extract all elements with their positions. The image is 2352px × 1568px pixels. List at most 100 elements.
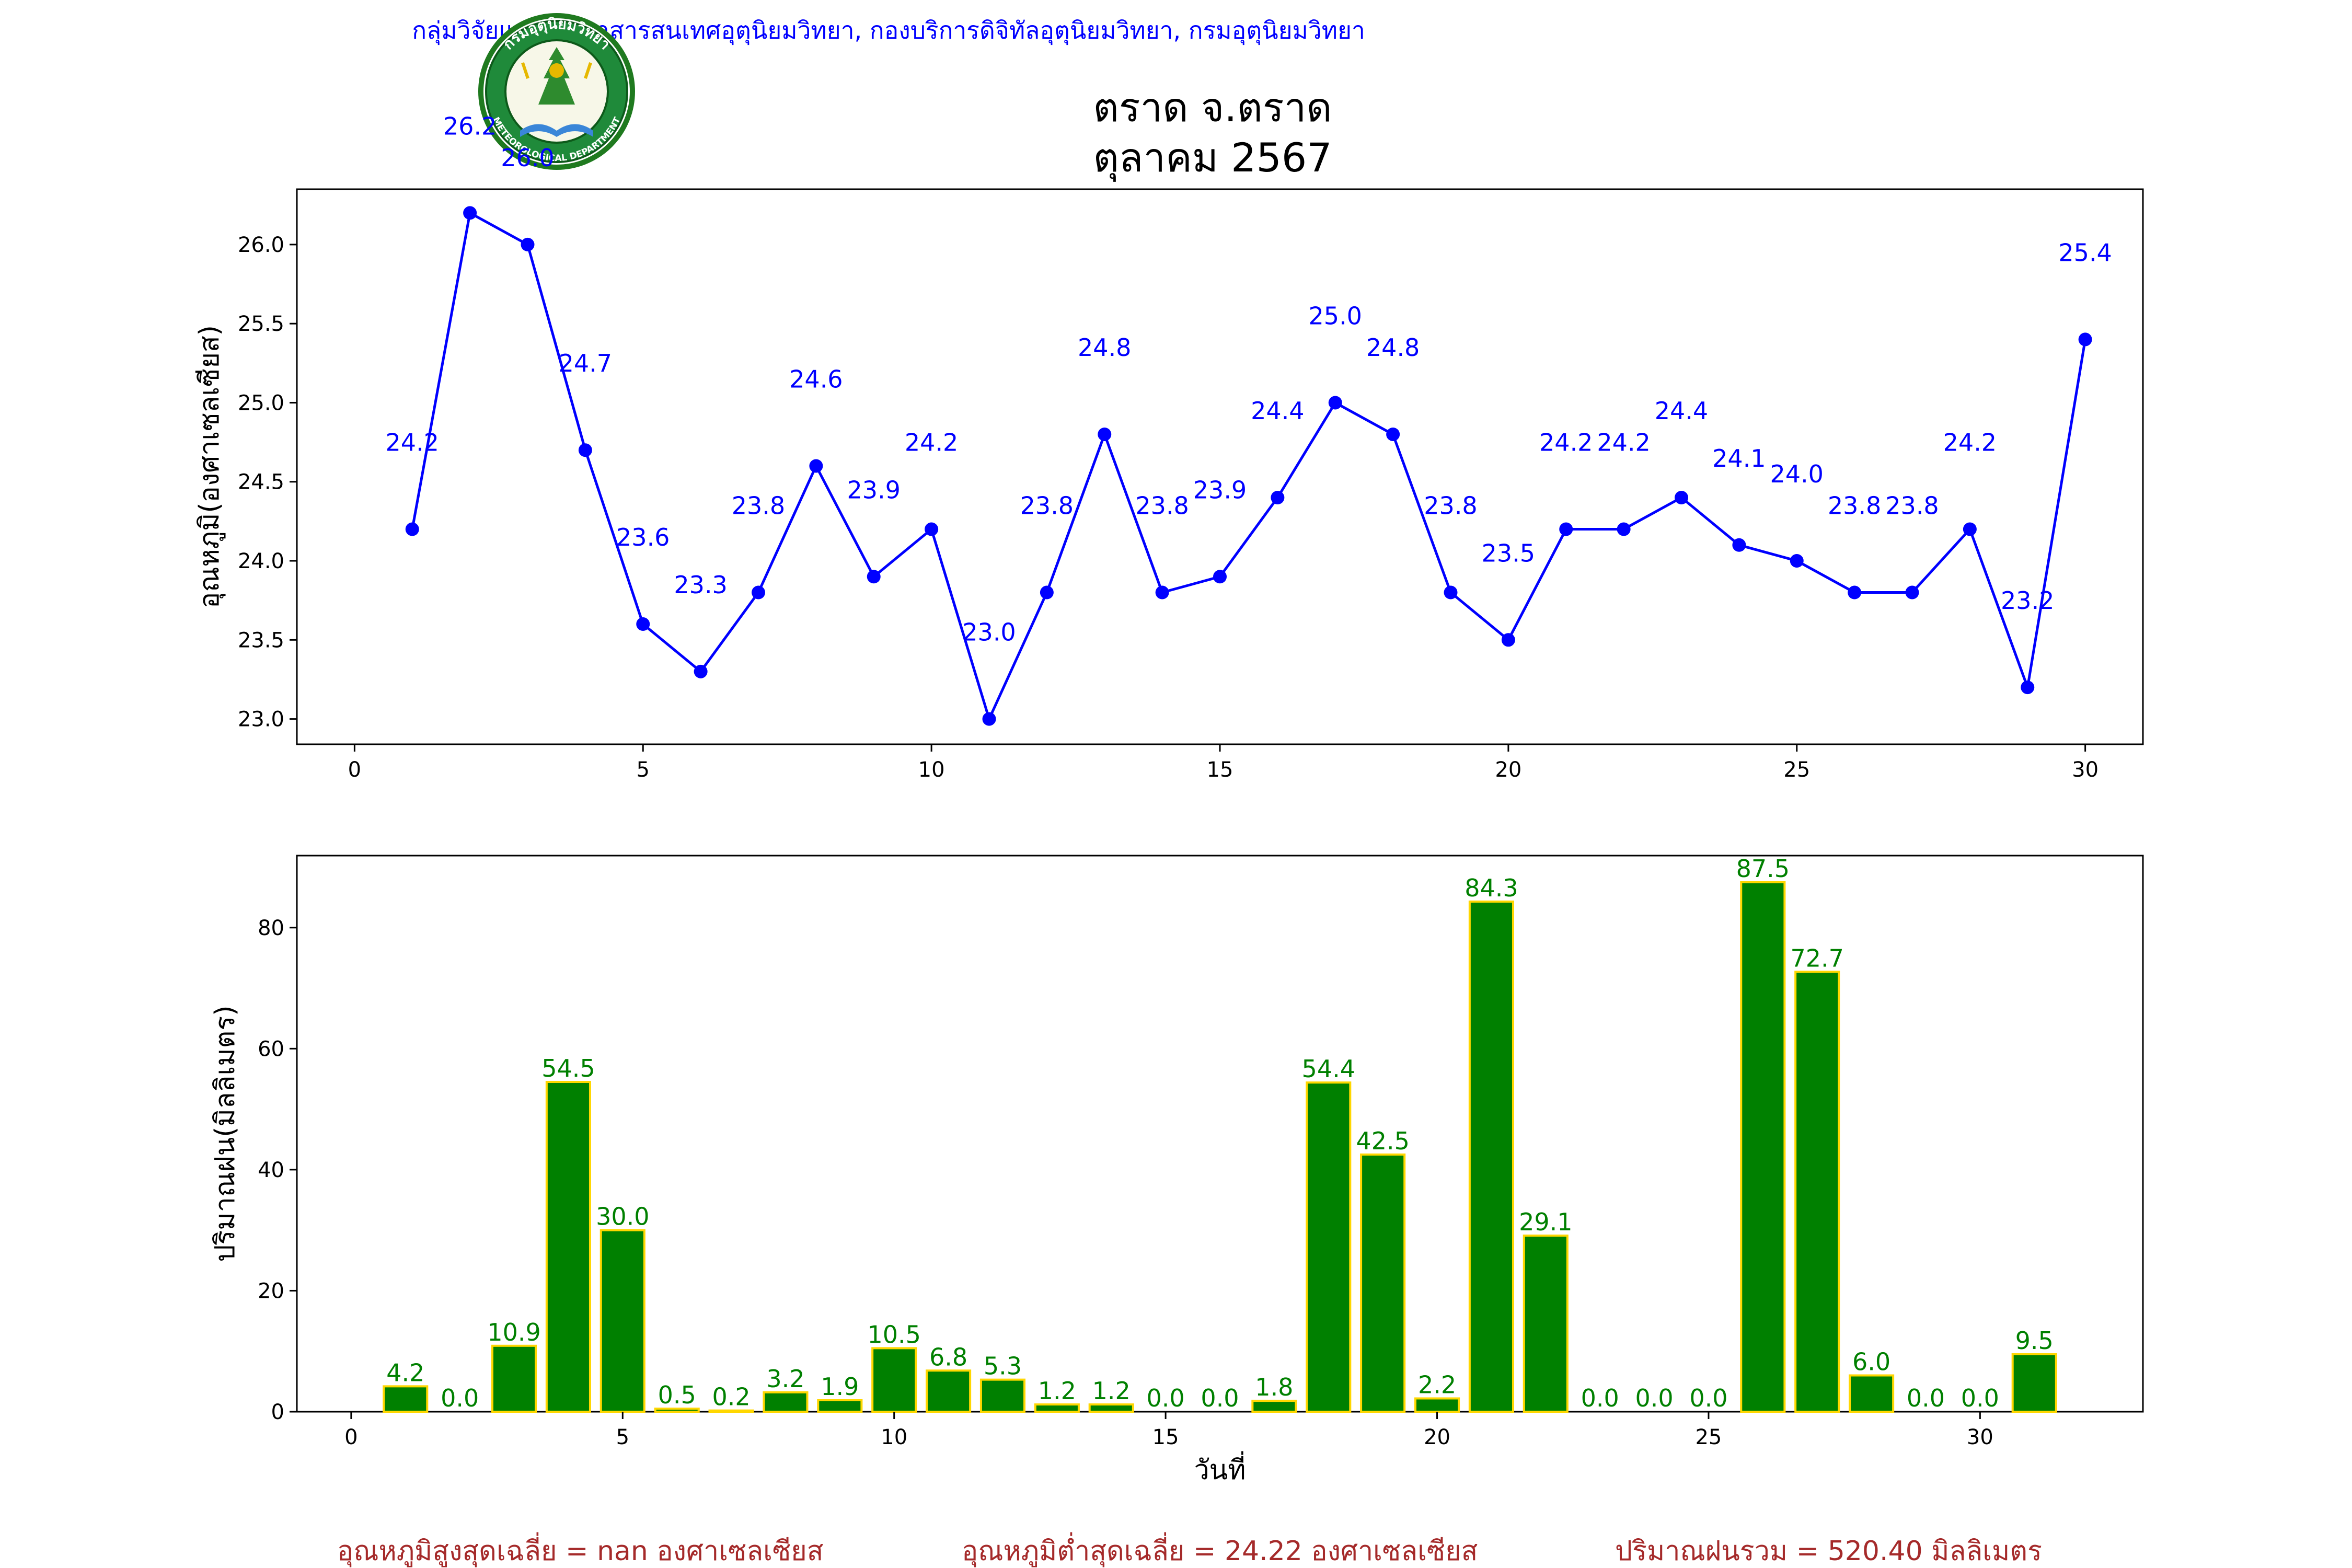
rainfall-data-label: 5.3 xyxy=(984,1352,1022,1380)
temperature-point xyxy=(1098,427,1112,441)
rainfall-y-tick-label: 20 xyxy=(258,1279,284,1303)
temperature-point xyxy=(1386,427,1400,441)
temperature-data-label: 23.9 xyxy=(847,476,901,504)
rainfall-data-label: 0.0 xyxy=(1147,1384,1185,1412)
rainfall-y-tick-label: 0 xyxy=(271,1400,284,1424)
rainfall-data-label: 3.2 xyxy=(766,1365,804,1393)
rainfall-bar xyxy=(1849,1374,1895,1413)
temperature-data-label: 23.8 xyxy=(732,492,785,520)
rainfall-x-label: วันที่ xyxy=(1194,1451,1246,1486)
temperature-point xyxy=(982,712,996,726)
rainfall-data-label: 54.4 xyxy=(1302,1055,1355,1083)
temperature-y-tick-label: 24.5 xyxy=(238,470,284,494)
temperature-point xyxy=(925,522,939,536)
temperature-data-label: 24.2 xyxy=(1943,429,1997,457)
rainfall-data-label: 0.5 xyxy=(658,1381,696,1409)
rainfall-data-label: 9.5 xyxy=(2015,1327,2054,1355)
rainfall-data-label: 6.8 xyxy=(929,1343,967,1371)
rainfall-bar xyxy=(1360,1153,1406,1413)
rainfall-x-tick-label: 20 xyxy=(1424,1425,1450,1449)
temperature-point xyxy=(1155,585,1169,599)
rainfall-data-label: 1.8 xyxy=(1255,1373,1293,1401)
rainfall-data-label: 84.3 xyxy=(1465,874,1518,902)
chart-title-station: ตราด จ.ตราด xyxy=(1093,84,1332,131)
rainfall-data-label: 2.2 xyxy=(1418,1371,1456,1399)
chart-title-month: ตุลาคม 2567 xyxy=(1093,134,1332,182)
rainfall-bar xyxy=(1740,881,1786,1413)
temperature-y-tick-label: 25.0 xyxy=(238,391,284,415)
rainfall-bar xyxy=(871,1347,917,1413)
temperature-point xyxy=(809,459,823,473)
rainfall-y-label: ปริมาณฝน(มิลลิเมตร) xyxy=(210,1005,241,1262)
rainfall-bar xyxy=(2011,1353,2057,1413)
temperature-point xyxy=(1040,585,1054,599)
rainfall-bar xyxy=(1251,1400,1297,1413)
temperature-data-label: 23.8 xyxy=(1020,492,1074,520)
rainfall-bar xyxy=(1034,1403,1080,1413)
temperature-data-label: 23.8 xyxy=(1885,492,1939,520)
temperature-data-label: 24.0 xyxy=(1770,460,1824,488)
temperature-point xyxy=(1559,522,1573,536)
temperature-axes-ticks: 0 5 10 15 20 25 30 23.0 23.5 24.0 24.5 25.0 25.5 26.0 xyxy=(238,233,2099,782)
temperature-point xyxy=(867,570,881,584)
temperature-data-label: 24.2 xyxy=(1539,429,1593,457)
rainfall-data-label: 54.5 xyxy=(541,1054,595,1082)
rainfall-data-label: 0.0 xyxy=(1635,1384,1673,1412)
rainfall-data-label: 0.0 xyxy=(441,1384,479,1412)
rainfall-y-tick-label: 60 xyxy=(258,1037,284,1061)
rainfall-x-tick-label: 30 xyxy=(1967,1425,1993,1449)
temperature-data-label: 23.0 xyxy=(962,618,1016,647)
rainfall-bar xyxy=(1088,1403,1134,1413)
temperature-data-label: 23.8 xyxy=(1135,492,1189,520)
rainfall-bar xyxy=(979,1378,1026,1413)
temperature-data-label: 23.3 xyxy=(674,571,727,599)
rainfall-x-tick-label: 15 xyxy=(1152,1425,1179,1449)
temperature-line xyxy=(411,211,2087,723)
rainfall-bar xyxy=(545,1081,591,1413)
rainfall-data-label: 1.9 xyxy=(821,1373,859,1401)
temperature-data-label: 24.8 xyxy=(1366,333,1420,362)
temperature-y-tick-label: 26.0 xyxy=(238,233,284,257)
temperature-point xyxy=(694,664,708,678)
rainfall-bar xyxy=(926,1369,972,1413)
temperature-point xyxy=(1213,570,1227,584)
temperature-data-label: 24.7 xyxy=(559,349,612,377)
temperature-x-tick-label: 20 xyxy=(1495,758,1521,782)
rainfall-data-label: 87.5 xyxy=(1736,855,1790,883)
rainfall-x-tick-label: 5 xyxy=(616,1425,629,1449)
rainfall-x-tick-label: 10 xyxy=(881,1425,907,1449)
temperature-point xyxy=(1732,538,1746,552)
rain-total: ปริมาณฝนรวม = 520.40 มิลลิเมตร xyxy=(1615,1536,2042,1567)
rainfall-axes-ticks: 0 5 10 15 20 25 30 0 20 40 60 80 xyxy=(258,916,1993,1449)
temperature-point xyxy=(1501,633,1515,647)
rainfall-bar xyxy=(383,1385,429,1413)
rainfall-data-label: 0.0 xyxy=(1689,1384,1727,1412)
temperature-y-tick-label: 23.5 xyxy=(238,628,284,652)
temperature-series: 24.226.226.024.723.623.323.824.623.924.2… xyxy=(386,112,2112,726)
temperature-y-label: อุณหภูมิ(องศาเซลเซียส) xyxy=(194,325,226,608)
temperature-data-label: 23.8 xyxy=(1828,492,1881,520)
temperature-point xyxy=(752,585,765,599)
temperature-point xyxy=(1617,522,1631,536)
meteorological-department-seal: กรมอุตุนิยมวิทยา METEOROLOGICAL DEPARTME… xyxy=(478,13,635,170)
rainfall-data-label: 0.2 xyxy=(712,1383,750,1411)
rainfall-bar xyxy=(1306,1081,1352,1413)
temperature-point xyxy=(1848,585,1862,599)
rainfall-bar xyxy=(763,1391,809,1413)
temperature-data-label: 26.0 xyxy=(501,144,554,172)
rainfall-bar xyxy=(491,1344,537,1413)
rainfall-data-label: 10.5 xyxy=(867,1320,920,1348)
temperature-point xyxy=(578,443,592,457)
rainfall-data-label: 0.0 xyxy=(1201,1384,1239,1412)
temperature-point xyxy=(521,237,535,251)
rainfall-data-label: 42.5 xyxy=(1356,1127,1409,1155)
temperature-x-tick-label: 15 xyxy=(1207,758,1233,782)
temperature-y-tick-label: 24.0 xyxy=(238,549,284,573)
temperature-data-label: 24.6 xyxy=(789,365,843,393)
temperature-data-label: 24.1 xyxy=(1712,444,1766,472)
temperature-data-label: 25.4 xyxy=(2058,238,2112,267)
temperature-data-label: 23.2 xyxy=(2001,586,2054,615)
temperature-data-label: 23.5 xyxy=(1482,539,1535,567)
rainfall-data-label: 0.0 xyxy=(1907,1384,1945,1412)
